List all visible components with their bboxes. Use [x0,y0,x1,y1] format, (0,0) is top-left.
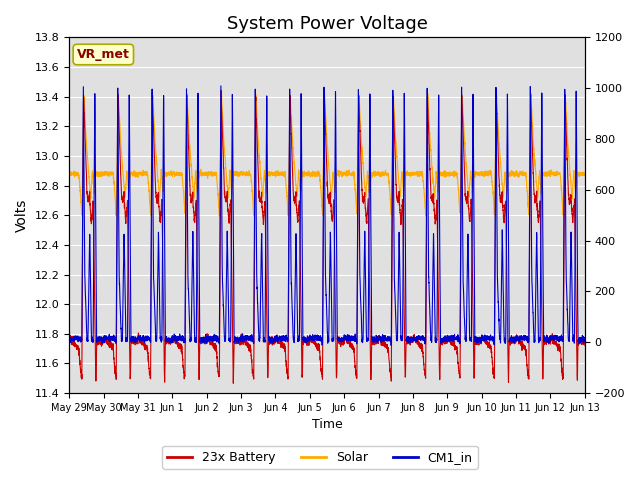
Text: VR_met: VR_met [77,48,130,61]
Title: System Power Voltage: System Power Voltage [227,15,428,33]
Legend: 23x Battery, Solar, CM1_in: 23x Battery, Solar, CM1_in [163,446,477,469]
X-axis label: Time: Time [312,419,342,432]
Y-axis label: Volts: Volts [15,199,29,232]
